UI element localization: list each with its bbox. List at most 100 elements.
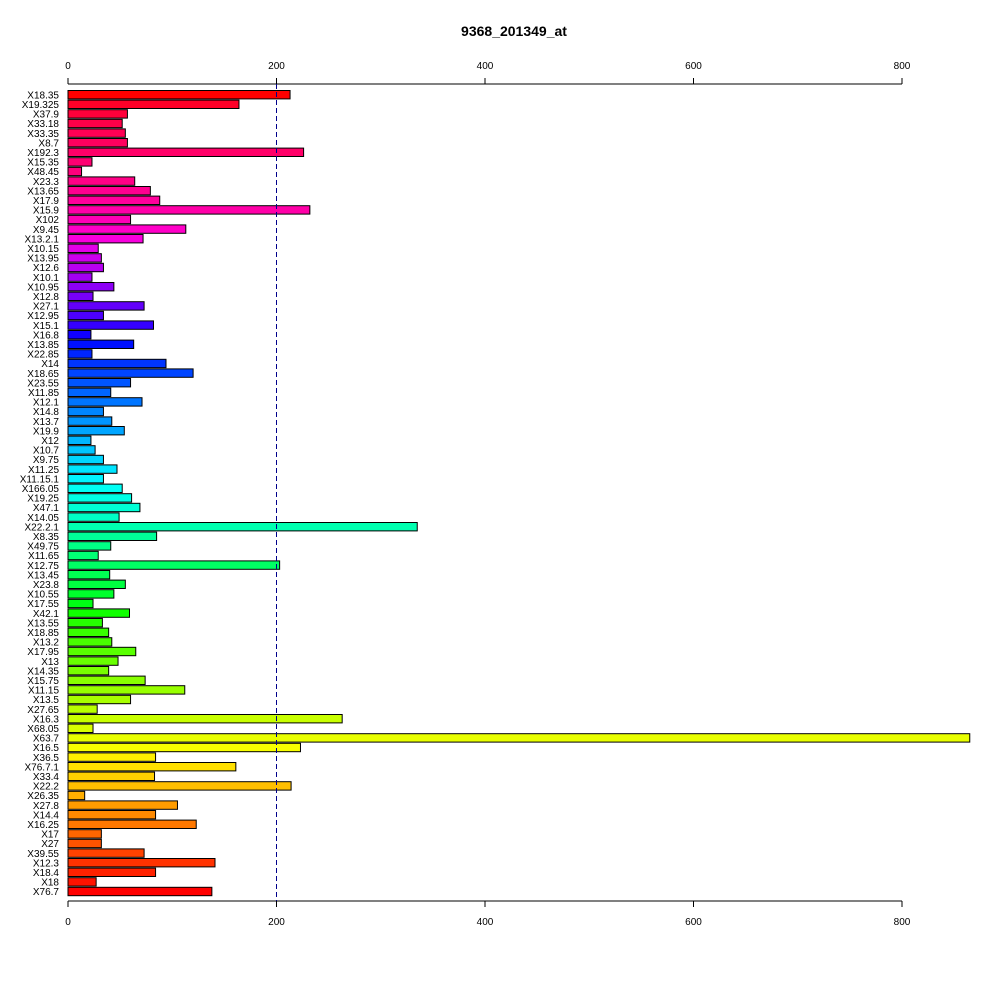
bar-X11.85 [67,387,112,398]
category-label: X68.05 [27,724,59,735]
tick-label: 200 [268,917,285,928]
category-label: X23.3 [33,177,60,188]
category-label: X13.65 [27,186,59,197]
category-label: X14 [41,359,59,370]
tick-label: 400 [477,917,494,928]
bar-X13.55 [67,618,103,628]
bar-X10.95 [67,282,115,292]
bar-X37.9 [67,109,128,119]
category-label: X16.8 [33,330,60,341]
category-label: X48.45 [27,167,59,178]
category-label: X11.65 [28,551,59,562]
bar-X166.05 [67,483,123,494]
category-label: X10.15 [27,244,59,255]
category-label: X27.1 [33,302,60,313]
category-label: X76.7.1 [25,762,60,773]
category-label: X9.45 [33,225,60,236]
bar-X19.325 [67,99,240,109]
bar-X27 [67,838,102,849]
bar-X76.7.1 [67,762,237,772]
bar-X14.4 [67,810,157,820]
tick-label: 600 [685,917,702,928]
category-label: X13.85 [27,340,59,351]
category-label: X13 [41,657,59,668]
bar-X12 [67,435,92,446]
category-label: X13.2 [33,638,60,649]
category-label: X39.55 [27,849,59,860]
bar-X17.55 [67,598,94,609]
category-label: X14.05 [27,513,59,524]
bar-X23.3 [67,176,136,186]
category-label: X33.35 [27,129,59,140]
bar-X33.18 [67,118,123,129]
bar-X36.5 [67,752,157,762]
category-label: X22.2.1 [25,522,60,533]
bar-X14 [67,358,167,369]
bar-X18.35 [67,90,291,100]
bar-X11.65 [67,550,99,561]
category-label: X42.1 [33,609,60,620]
bar-X17 [67,829,102,839]
category-label: X12.1 [33,398,60,409]
category-label: X12.8 [33,292,60,303]
category-label: X23.55 [27,378,59,389]
bar-X15.35 [67,157,93,167]
bar-X15.9 [67,205,311,215]
bar-X42.1 [67,608,131,618]
bar-X192.3 [67,147,305,158]
bottom-axis: 0 200 400 600 800 [65,900,911,928]
category-label: X9.75 [33,455,60,466]
category-label: X10.1 [33,273,60,284]
bar-X68.05 [67,723,94,733]
bar-X27.1 [67,301,145,311]
bar-X13.5 [67,694,132,705]
bar-X12.8 [67,291,94,302]
category-label: X11.15.1 [20,474,60,485]
bar-X14.8 [67,406,104,417]
category-label: X13.7 [33,417,60,428]
category-labels: X18.35X19.325X37.9X33.18X33.35X8.7X192.3… [20,90,60,898]
bar-X11.25 [67,464,118,474]
bar-X9.45 [67,224,187,234]
bar-X27.8 [67,800,178,810]
category-label: X11.15 [28,686,59,697]
bar-X26.35 [67,790,86,801]
category-label: X22.2 [33,782,60,793]
bar-X14.35 [67,666,110,676]
category-label: X19.9 [33,426,60,437]
category-label: X15.9 [33,206,60,217]
bar-X18 [67,877,97,887]
category-label: X13.5 [33,695,60,706]
tick-label: 400 [477,61,494,72]
category-label: X10.7 [33,446,60,457]
tick-label: 0 [65,917,71,928]
bars [67,90,971,897]
bar-X10.55 [67,589,115,599]
bar-X16.8 [67,330,92,340]
category-label: X37.9 [33,110,60,121]
bar-X14.05 [67,512,120,522]
bar-X22.2.1 [67,522,418,532]
bar-X8.7 [67,138,128,148]
bar-X12.75 [67,560,281,570]
category-label: X15.35 [27,158,59,169]
bar-X47.1 [67,502,141,513]
category-label: X17.55 [27,599,59,610]
bar-X13.2 [67,637,113,647]
category-label: X18.35 [27,90,59,101]
bar-X16.3 [67,714,343,724]
bar-X9.75 [67,454,104,465]
category-label: X33.4 [33,772,60,783]
category-label: X63.7 [33,734,60,745]
category-label: X22.85 [27,350,59,361]
bar-X11.15 [67,685,186,695]
bar-X12.95 [67,310,104,321]
category-label: X17 [41,830,59,841]
category-label: X16.25 [27,820,59,831]
bar-X10.7 [67,445,96,455]
tick-label: 800 [894,61,911,72]
category-label: X18.85 [27,628,59,639]
category-label: X14.4 [33,810,60,821]
category-label: X12.75 [27,561,59,572]
category-label: X11.85 [28,388,59,399]
